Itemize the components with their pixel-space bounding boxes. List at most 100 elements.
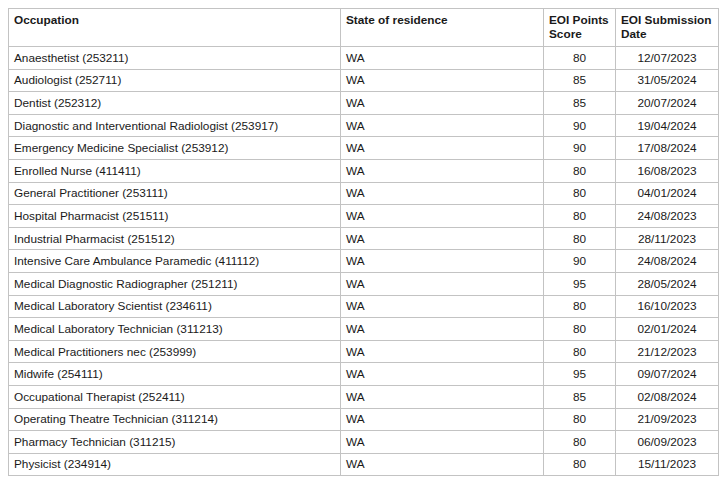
table-row: Audiologist (252711) WA 85 31/05/2024 (9, 69, 719, 92)
cell-points: 80 (544, 431, 616, 454)
cell-state: WA (341, 385, 544, 408)
cell-points: 80 (544, 295, 616, 318)
cell-occupation: Hospital Pharmacist (251511) (9, 205, 341, 228)
cell-points: 80 (544, 159, 616, 182)
eoi-occupation-table-container: Occupation State of residence EOI Points… (8, 8, 718, 476)
cell-occupation: Medical Laboratory Scientist (234611) (9, 295, 341, 318)
cell-date: 04/01/2024 (616, 182, 719, 205)
cell-state: WA (341, 340, 544, 363)
table-row: Diagnostic and Interventional Radiologis… (9, 114, 719, 137)
cell-occupation: Medical Practitioners nec (253999) (9, 340, 341, 363)
cell-occupation: Medical Laboratory Technician (311213) (9, 318, 341, 341)
cell-date: 02/01/2024 (616, 318, 719, 341)
column-header-state-of-residence: State of residence (341, 9, 544, 47)
cell-date: 16/08/2023 (616, 159, 719, 182)
cell-date: 15/11/2023 (616, 453, 719, 476)
cell-date: 28/05/2024 (616, 272, 719, 295)
cell-state: WA (341, 137, 544, 160)
cell-state: WA (341, 69, 544, 92)
table-row: Occupational Therapist (252411) WA 85 02… (9, 385, 719, 408)
cell-date: 09/07/2024 (616, 363, 719, 386)
cell-state: WA (341, 159, 544, 182)
table-row: Emergency Medicine Specialist (253912) W… (9, 137, 719, 160)
cell-state: WA (341, 250, 544, 273)
cell-date: 16/10/2023 (616, 295, 719, 318)
table-row: Medical Laboratory Scientist (234611) WA… (9, 295, 719, 318)
cell-occupation: Diagnostic and Interventional Radiologis… (9, 114, 341, 137)
cell-date: 24/08/2023 (616, 205, 719, 228)
cell-points: 80 (544, 205, 616, 228)
cell-occupation: Operating Theatre Technician (311214) (9, 408, 341, 431)
cell-state: WA (341, 431, 544, 454)
cell-date: 20/07/2024 (616, 92, 719, 115)
cell-date: 31/05/2024 (616, 69, 719, 92)
cell-date: 02/08/2024 (616, 385, 719, 408)
table-row: Intensive Care Ambulance Paramedic (4111… (9, 250, 719, 273)
cell-state: WA (341, 227, 544, 250)
table-row: Medical Practitioners nec (253999) WA 80… (9, 340, 719, 363)
cell-points: 85 (544, 92, 616, 115)
table-row: Hospital Pharmacist (251511) WA 80 24/08… (9, 205, 719, 228)
column-header-occupation: Occupation (9, 9, 341, 47)
cell-occupation: Occupational Therapist (252411) (9, 385, 341, 408)
cell-occupation: Industrial Pharmacist (251512) (9, 227, 341, 250)
eoi-occupation-table: Occupation State of residence EOI Points… (8, 8, 719, 476)
cell-occupation: Intensive Care Ambulance Paramedic (4111… (9, 250, 341, 273)
cell-state: WA (341, 205, 544, 228)
table-row: Medical Laboratory Technician (311213) W… (9, 318, 719, 341)
cell-occupation: Midwife (254111) (9, 363, 341, 386)
cell-points: 80 (544, 227, 616, 250)
table-row: Physicist (234914) WA 80 15/11/2023 (9, 453, 719, 476)
cell-occupation: Physicist (234914) (9, 453, 341, 476)
table-row: Pharmacy Technician (311215) WA 80 06/09… (9, 431, 719, 454)
cell-points: 80 (544, 47, 616, 70)
cell-occupation: Enrolled Nurse (411411) (9, 159, 341, 182)
cell-state: WA (341, 182, 544, 205)
cell-points: 90 (544, 114, 616, 137)
table-row: Anaesthetist (253211) WA 80 12/07/2023 (9, 47, 719, 70)
cell-points: 80 (544, 340, 616, 363)
cell-state: WA (341, 92, 544, 115)
cell-state: WA (341, 453, 544, 476)
cell-occupation: Audiologist (252711) (9, 69, 341, 92)
cell-state: WA (341, 114, 544, 137)
cell-points: 85 (544, 69, 616, 92)
table-header-row: Occupation State of residence EOI Points… (9, 9, 719, 47)
cell-date: 17/08/2024 (616, 137, 719, 160)
cell-date: 12/07/2023 (616, 47, 719, 70)
cell-occupation: Pharmacy Technician (311215) (9, 431, 341, 454)
cell-points: 95 (544, 363, 616, 386)
table-row: Industrial Pharmacist (251512) WA 80 28/… (9, 227, 719, 250)
cell-points: 80 (544, 453, 616, 476)
cell-state: WA (341, 295, 544, 318)
cell-occupation: Dentist (252312) (9, 92, 341, 115)
table-row: Midwife (254111) WA 95 09/07/2024 (9, 363, 719, 386)
cell-occupation: General Practitioner (253111) (9, 182, 341, 205)
table-body: Anaesthetist (253211) WA 80 12/07/2023 A… (9, 47, 719, 476)
table-header: Occupation State of residence EOI Points… (9, 9, 719, 47)
cell-points: 85 (544, 385, 616, 408)
cell-state: WA (341, 363, 544, 386)
column-header-eoi-submission-date: EOI Submission Date (616, 9, 719, 47)
cell-state: WA (341, 318, 544, 341)
cell-date: 24/08/2024 (616, 250, 719, 273)
cell-points: 90 (544, 137, 616, 160)
cell-date: 28/11/2023 (616, 227, 719, 250)
table-row: Medical Diagnostic Radiographer (251211)… (9, 272, 719, 295)
cell-date: 19/04/2024 (616, 114, 719, 137)
cell-points: 80 (544, 408, 616, 431)
table-row: Dentist (252312) WA 85 20/07/2024 (9, 92, 719, 115)
cell-points: 80 (544, 182, 616, 205)
cell-occupation: Emergency Medicine Specialist (253912) (9, 137, 341, 160)
table-row: General Practitioner (253111) WA 80 04/0… (9, 182, 719, 205)
table-row: Operating Theatre Technician (311214) WA… (9, 408, 719, 431)
cell-date: 06/09/2023 (616, 431, 719, 454)
cell-occupation: Medical Diagnostic Radiographer (251211) (9, 272, 341, 295)
cell-occupation: Anaesthetist (253211) (9, 47, 341, 70)
cell-state: WA (341, 408, 544, 431)
cell-state: WA (341, 272, 544, 295)
cell-points: 95 (544, 272, 616, 295)
table-row: Enrolled Nurse (411411) WA 80 16/08/2023 (9, 159, 719, 182)
cell-state: WA (341, 47, 544, 70)
cell-points: 80 (544, 318, 616, 341)
